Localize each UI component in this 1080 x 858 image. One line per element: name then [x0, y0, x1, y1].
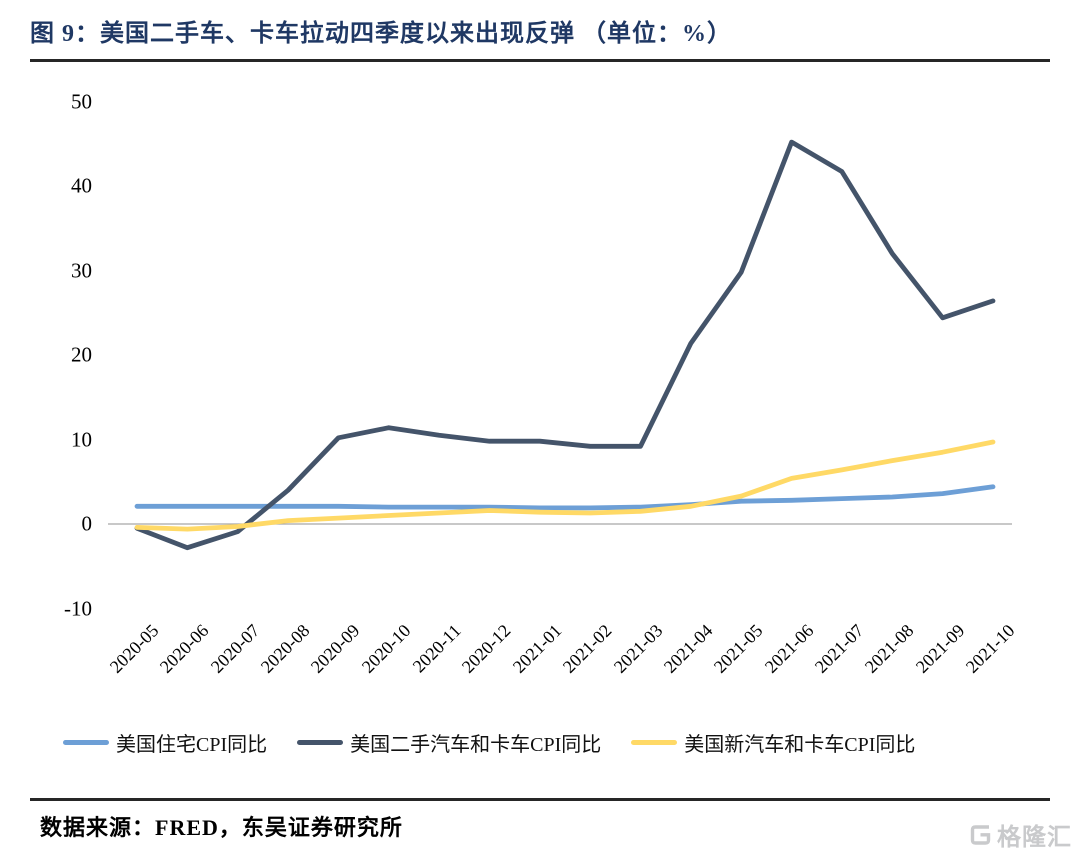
- y-axis-label: -10: [64, 596, 92, 620]
- chart-legend: 美国住宅CPI同比 美国二手汽车和卡车CPI同比 美国新汽车和卡车CPI同比: [63, 727, 1053, 757]
- legend-swatch: [297, 739, 344, 745]
- legend-swatch: [63, 739, 109, 745]
- y-axis-label: 50: [71, 89, 92, 113]
- y-axis-label: 30: [71, 258, 92, 282]
- legend-item-1: 美国二手汽车和卡车CPI同比: [297, 728, 601, 757]
- legend-label: 美国住宅CPI同比: [116, 733, 268, 756]
- y-axis-label: 40: [71, 173, 92, 198]
- y-axis-label: 20: [71, 342, 92, 367]
- y-axis-label: 10: [71, 427, 92, 451]
- series-line-1: [134, 139, 996, 551]
- legend-swatch: [631, 739, 678, 745]
- gelonghui-logo-icon: [970, 824, 991, 845]
- legend-item-2: 美国新汽车和卡车CPI同比: [631, 728, 915, 757]
- data-source-note: 数据来源：FRED，东吴证券研究所: [40, 815, 403, 840]
- figure-title: 图 9：美国二手车、卡车拉动四季度以来出现反弹 （单位：%）: [30, 21, 732, 47]
- legend-item-0: 美国住宅CPI同比: [63, 728, 267, 757]
- footer-divider: [30, 798, 1050, 801]
- y-axis-label: 0: [81, 511, 93, 536]
- series-line-0: [134, 484, 996, 511]
- legend-label: 美国新汽车和卡车CPI同比: [684, 733, 916, 756]
- series-line-2: [134, 439, 996, 532]
- gelonghui-watermark: 格隆汇: [967, 817, 1072, 852]
- title-divider: [30, 59, 1050, 62]
- watermark-text: 格隆汇: [997, 824, 1072, 851]
- legend-label: 美国二手汽车和卡车CPI同比: [350, 733, 602, 756]
